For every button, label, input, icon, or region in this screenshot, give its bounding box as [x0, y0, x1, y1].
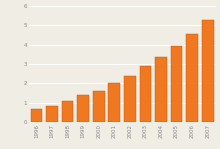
- Bar: [46, 106, 58, 122]
- Bar: [171, 46, 182, 122]
- Bar: [77, 96, 89, 122]
- Bar: [108, 83, 120, 122]
- Bar: [31, 109, 42, 122]
- Bar: [93, 91, 104, 122]
- Bar: [140, 66, 151, 122]
- Bar: [186, 34, 198, 122]
- Bar: [62, 101, 73, 122]
- Bar: [155, 57, 167, 122]
- Bar: [202, 21, 214, 122]
- Bar: [124, 76, 136, 122]
